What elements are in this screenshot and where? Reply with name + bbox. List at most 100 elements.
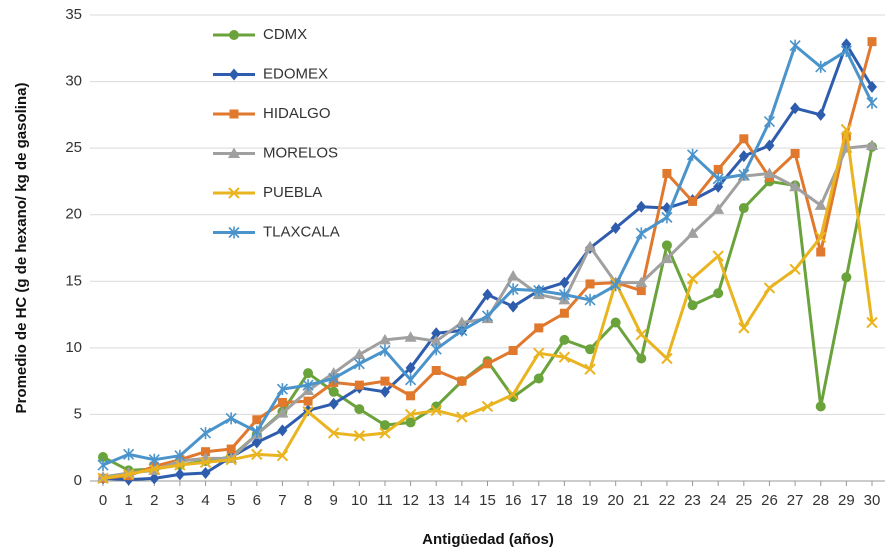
x-tick-label: 6	[253, 492, 261, 509]
marker	[738, 203, 749, 214]
marker	[712, 172, 724, 185]
marker	[841, 272, 852, 283]
marker	[199, 427, 212, 440]
marker	[228, 187, 240, 199]
marker	[867, 37, 877, 47]
marker	[789, 263, 801, 276]
marker	[867, 80, 877, 93]
legend-label: MORELOS	[263, 144, 338, 161]
x-tick-label: 28	[812, 492, 829, 509]
x-tick-label: 17	[530, 492, 547, 509]
marker	[661, 211, 673, 224]
marker	[303, 396, 313, 406]
marker	[276, 407, 289, 418]
marker	[533, 284, 545, 297]
x-tick-label: 7	[278, 492, 286, 509]
marker	[354, 404, 365, 415]
y-tick-label: 5	[74, 405, 82, 422]
y-tick-label: 35	[65, 6, 82, 23]
y-axis-title: Promedio de HC (g de hexano/ kg de gasol…	[13, 83, 30, 414]
marker	[712, 250, 724, 262]
marker	[764, 139, 775, 152]
marker	[584, 363, 596, 375]
marker	[814, 199, 827, 210]
marker	[302, 379, 314, 392]
x-tick-label: 4	[201, 492, 209, 509]
marker	[815, 231, 827, 244]
x-tick-label: 1	[124, 492, 132, 509]
marker	[456, 324, 468, 337]
marker	[789, 180, 802, 192]
marker	[328, 372, 340, 385]
marker	[380, 376, 390, 386]
marker	[406, 391, 416, 401]
marker	[533, 373, 544, 384]
marker	[199, 456, 212, 469]
series-line	[102, 44, 874, 467]
marker	[585, 344, 596, 355]
marker	[353, 348, 366, 360]
marker	[328, 386, 339, 397]
marker	[457, 376, 467, 386]
x-tick-label: 23	[684, 492, 701, 509]
marker	[327, 427, 340, 439]
marker	[508, 300, 519, 313]
marker	[610, 317, 621, 328]
marker	[252, 415, 262, 425]
marker	[790, 148, 800, 158]
marker	[559, 334, 570, 345]
marker	[98, 452, 108, 463]
marker	[687, 148, 699, 161]
marker	[816, 247, 826, 257]
y-tick-label: 25	[65, 139, 82, 156]
marker	[738, 150, 749, 163]
marker	[277, 424, 288, 437]
marker	[404, 331, 417, 342]
x-axis-title: Antigüedad (años)	[422, 531, 554, 548]
marker	[558, 288, 570, 301]
x-tick-label: 8	[304, 492, 312, 509]
marker	[174, 459, 186, 471]
marker	[712, 203, 725, 214]
marker	[636, 286, 646, 296]
marker	[226, 444, 236, 454]
marker	[763, 167, 776, 178]
marker	[584, 240, 597, 252]
x-tick-label: 16	[505, 492, 522, 509]
marker	[122, 468, 135, 481]
marker	[815, 108, 826, 121]
marker	[229, 109, 239, 119]
marker	[661, 352, 673, 365]
marker	[378, 333, 391, 345]
marker	[97, 472, 109, 485]
marker	[713, 180, 724, 193]
marker	[635, 227, 647, 240]
marker	[558, 351, 571, 363]
marker	[276, 383, 288, 396]
marker	[534, 323, 544, 333]
legend-label: HIDALGO	[263, 105, 331, 122]
legend-label: TLAXCALA	[263, 223, 340, 240]
marker	[228, 226, 240, 239]
y-tick-label: 30	[65, 73, 82, 90]
marker	[739, 134, 749, 144]
marker	[585, 279, 595, 289]
marker	[866, 139, 878, 150]
marker	[635, 328, 648, 341]
marker	[251, 436, 262, 449]
marker	[610, 279, 622, 292]
marker	[455, 316, 468, 328]
marker	[251, 425, 263, 438]
x-tick-label: 9	[330, 492, 338, 509]
marker	[789, 39, 801, 52]
marker	[354, 380, 364, 390]
marker	[481, 309, 494, 322]
marker	[483, 359, 492, 369]
marker	[866, 316, 878, 329]
x-tick-label: 3	[176, 492, 184, 509]
marker	[201, 447, 211, 457]
marker	[482, 288, 493, 301]
marker	[430, 343, 442, 356]
marker	[713, 164, 723, 174]
